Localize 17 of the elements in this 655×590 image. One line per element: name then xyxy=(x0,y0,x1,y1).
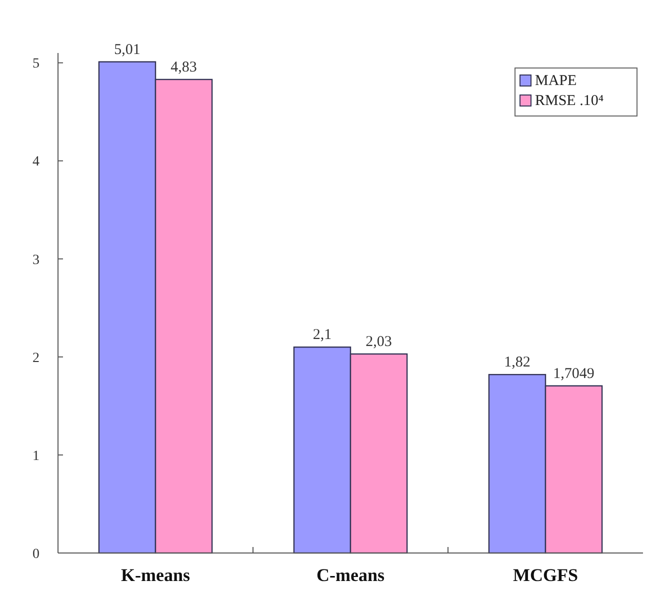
x-tick-label: C-means xyxy=(316,565,384,585)
y-tick-label: 2 xyxy=(32,350,40,366)
data-label: 1,7049 xyxy=(553,366,594,382)
y-tick-label: 5 xyxy=(32,56,40,72)
data-label: 4,83 xyxy=(170,59,197,76)
y-tick-label: 0 xyxy=(32,546,40,562)
data-label: 5,01 xyxy=(114,42,140,58)
y-tick-label: 4 xyxy=(32,154,40,170)
data-label: 1,82 xyxy=(504,354,530,371)
y-tick-label: 3 xyxy=(32,252,40,268)
legend-label: RMSE .10⁴ xyxy=(535,93,604,109)
y-tick-label: 1 xyxy=(32,448,40,464)
x-tick-label: MCGFS xyxy=(513,565,578,585)
x-tick-label: K-means xyxy=(121,565,190,585)
data-label: 2,03 xyxy=(366,334,392,350)
legend-label: MAPE xyxy=(535,73,577,89)
data-label: 2,1 xyxy=(312,327,332,344)
